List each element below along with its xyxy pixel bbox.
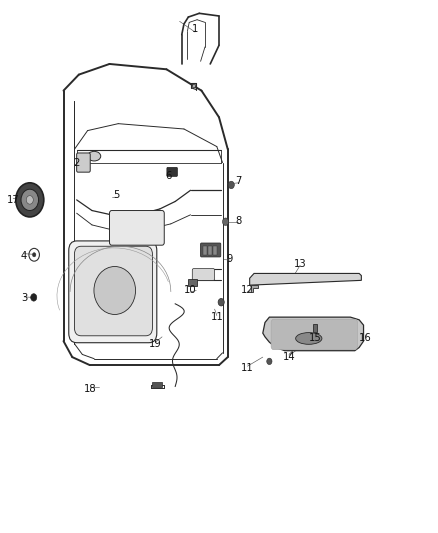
- Text: 7: 7: [236, 176, 242, 186]
- Polygon shape: [250, 273, 361, 285]
- Bar: [208, 246, 212, 255]
- Circle shape: [223, 218, 229, 225]
- Bar: [152, 382, 162, 387]
- Text: 18: 18: [84, 384, 96, 394]
- FancyBboxPatch shape: [271, 319, 357, 350]
- Text: 13: 13: [294, 259, 306, 269]
- Text: 19: 19: [149, 339, 162, 349]
- Text: 17: 17: [7, 195, 20, 205]
- Ellipse shape: [94, 266, 136, 314]
- FancyBboxPatch shape: [192, 269, 215, 280]
- Text: 8: 8: [236, 216, 242, 226]
- Polygon shape: [251, 285, 258, 292]
- Ellipse shape: [296, 333, 322, 344]
- Ellipse shape: [88, 151, 101, 161]
- Bar: [213, 246, 217, 255]
- Bar: [192, 84, 195, 87]
- Text: 15: 15: [309, 334, 322, 343]
- FancyBboxPatch shape: [74, 246, 152, 336]
- Text: 9: 9: [227, 254, 233, 263]
- Text: 14: 14: [283, 352, 295, 362]
- Circle shape: [16, 183, 44, 217]
- Text: 11: 11: [210, 312, 223, 322]
- FancyBboxPatch shape: [201, 243, 221, 257]
- Circle shape: [26, 196, 33, 204]
- Text: 12: 12: [241, 286, 254, 295]
- Bar: [203, 246, 207, 255]
- Text: 6: 6: [166, 171, 172, 181]
- FancyBboxPatch shape: [69, 241, 157, 343]
- Circle shape: [21, 189, 39, 211]
- Circle shape: [31, 294, 37, 301]
- Circle shape: [218, 298, 224, 306]
- Text: 3: 3: [21, 294, 27, 303]
- Polygon shape: [263, 317, 364, 351]
- Text: 11: 11: [241, 363, 254, 373]
- Bar: [313, 324, 317, 332]
- Circle shape: [228, 181, 234, 189]
- Text: 2: 2: [74, 158, 80, 167]
- Text: 1: 1: [192, 25, 198, 34]
- Circle shape: [32, 253, 36, 257]
- Text: 5: 5: [113, 190, 119, 199]
- Text: 16: 16: [359, 334, 372, 343]
- FancyBboxPatch shape: [167, 167, 177, 176]
- FancyBboxPatch shape: [77, 153, 90, 172]
- Text: 10: 10: [184, 286, 197, 295]
- Bar: [188, 279, 197, 286]
- Text: 4: 4: [21, 251, 27, 261]
- Circle shape: [267, 358, 272, 365]
- FancyBboxPatch shape: [110, 211, 164, 245]
